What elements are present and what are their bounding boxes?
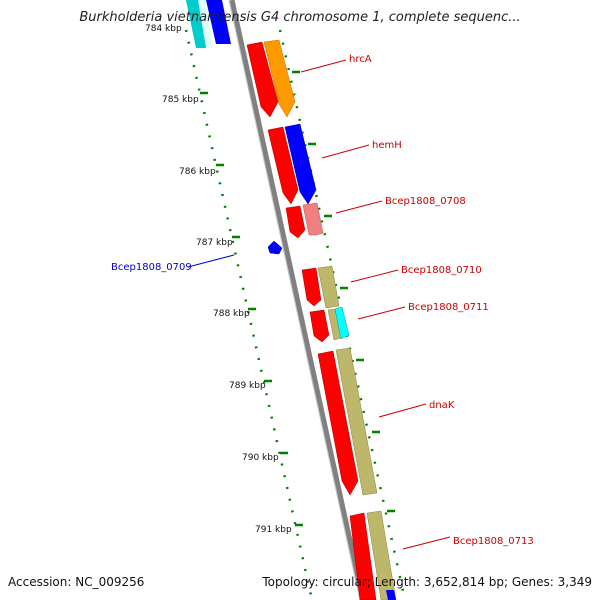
- tick-label-786: 786 kbp: [179, 167, 216, 177]
- tick-label-789: 789 kbp: [229, 381, 266, 391]
- tick-labels: 784 kbp 785 kbp 786 kbp 787 kbp 788 kbp …: [145, 24, 292, 535]
- tick-label-788: 788 kbp: [213, 309, 250, 319]
- gene-dnak[interactable]: [335, 347, 378, 496]
- inner-tick-axis: [184, 29, 314, 600]
- label-bcep1808-0710[interactable]: Bcep1808_0710: [401, 265, 482, 276]
- gene-bcep1808-0709[interactable]: [267, 240, 283, 255]
- label-line-dnak: [378, 403, 427, 418]
- accession-text: Accession: NC_009256: [8, 575, 145, 589]
- gene-bcep1808-0711[interactable]: [334, 306, 350, 340]
- label-bcep1808-0708[interactable]: Bcep1808_0708: [385, 196, 466, 207]
- label-line-hemh: [321, 144, 370, 159]
- gene-bcep1808-0713[interactable]: [366, 510, 397, 600]
- cds-hemh[interactable]: [267, 126, 299, 205]
- feature-top-blue[interactable]: [206, 0, 231, 44]
- cds-bcep1808-0713[interactable]: [349, 512, 377, 600]
- label-line-bcep1808-0713: [402, 536, 451, 550]
- label-bcep1808-0711[interactable]: Bcep1808_0711: [408, 302, 489, 313]
- inner-major-ticks: [200, 91, 303, 527]
- tick-label-791: 791 kbp: [255, 525, 292, 535]
- tick-label-787: 787 kbp: [196, 238, 233, 248]
- tick-label-784: 784 kbp: [145, 24, 182, 34]
- genome-backbone-highlight: [228, 0, 361, 600]
- cds-bcep1808-0710[interactable]: [301, 267, 322, 307]
- feature-bottom-blue[interactable]: [386, 590, 396, 600]
- genome-summary-text: Topology: circular; Length: 3,652,814 bp…: [262, 575, 592, 589]
- genome-backbone: [229, 0, 366, 600]
- label-line-hrca: [300, 59, 347, 73]
- label-line-bcep1808-0710: [350, 269, 399, 283]
- label-bcep1808-0709[interactable]: Bcep1808_0709: [111, 262, 192, 273]
- cds-bcep1808-0708[interactable]: [285, 205, 306, 239]
- label-hemh[interactable]: hemH: [372, 140, 402, 151]
- gene-bcep1808-0708[interactable]: [302, 202, 324, 236]
- tick-label-785: 785 kbp: [162, 95, 199, 105]
- label-line-bcep1808-0708: [335, 200, 383, 214]
- label-line-bcep1808-0709: [187, 254, 235, 268]
- label-line-bcep1808-0711: [357, 306, 406, 320]
- cds-bcep1808-0711[interactable]: [309, 309, 330, 343]
- outer-major-ticks: [292, 70, 395, 513]
- tick-label-790: 790 kbp: [242, 453, 279, 463]
- label-hrca[interactable]: hrcA: [349, 54, 372, 65]
- cds-hrca[interactable]: [246, 41, 279, 118]
- label-bcep1808-0713[interactable]: Bcep1808_0713: [453, 536, 534, 547]
- gene-hrca[interactable]: [263, 39, 296, 118]
- label-dnak[interactable]: dnaK: [429, 400, 455, 411]
- map-title: Burkholderia vietnamiensis G4 chromosome…: [79, 10, 521, 25]
- gene-hemh[interactable]: [284, 123, 317, 205]
- gene-bcep1808-0710[interactable]: [317, 265, 340, 309]
- feature-top-cyan-light[interactable]: [198, 0, 213, 48]
- cds-dnak[interactable]: [317, 350, 359, 496]
